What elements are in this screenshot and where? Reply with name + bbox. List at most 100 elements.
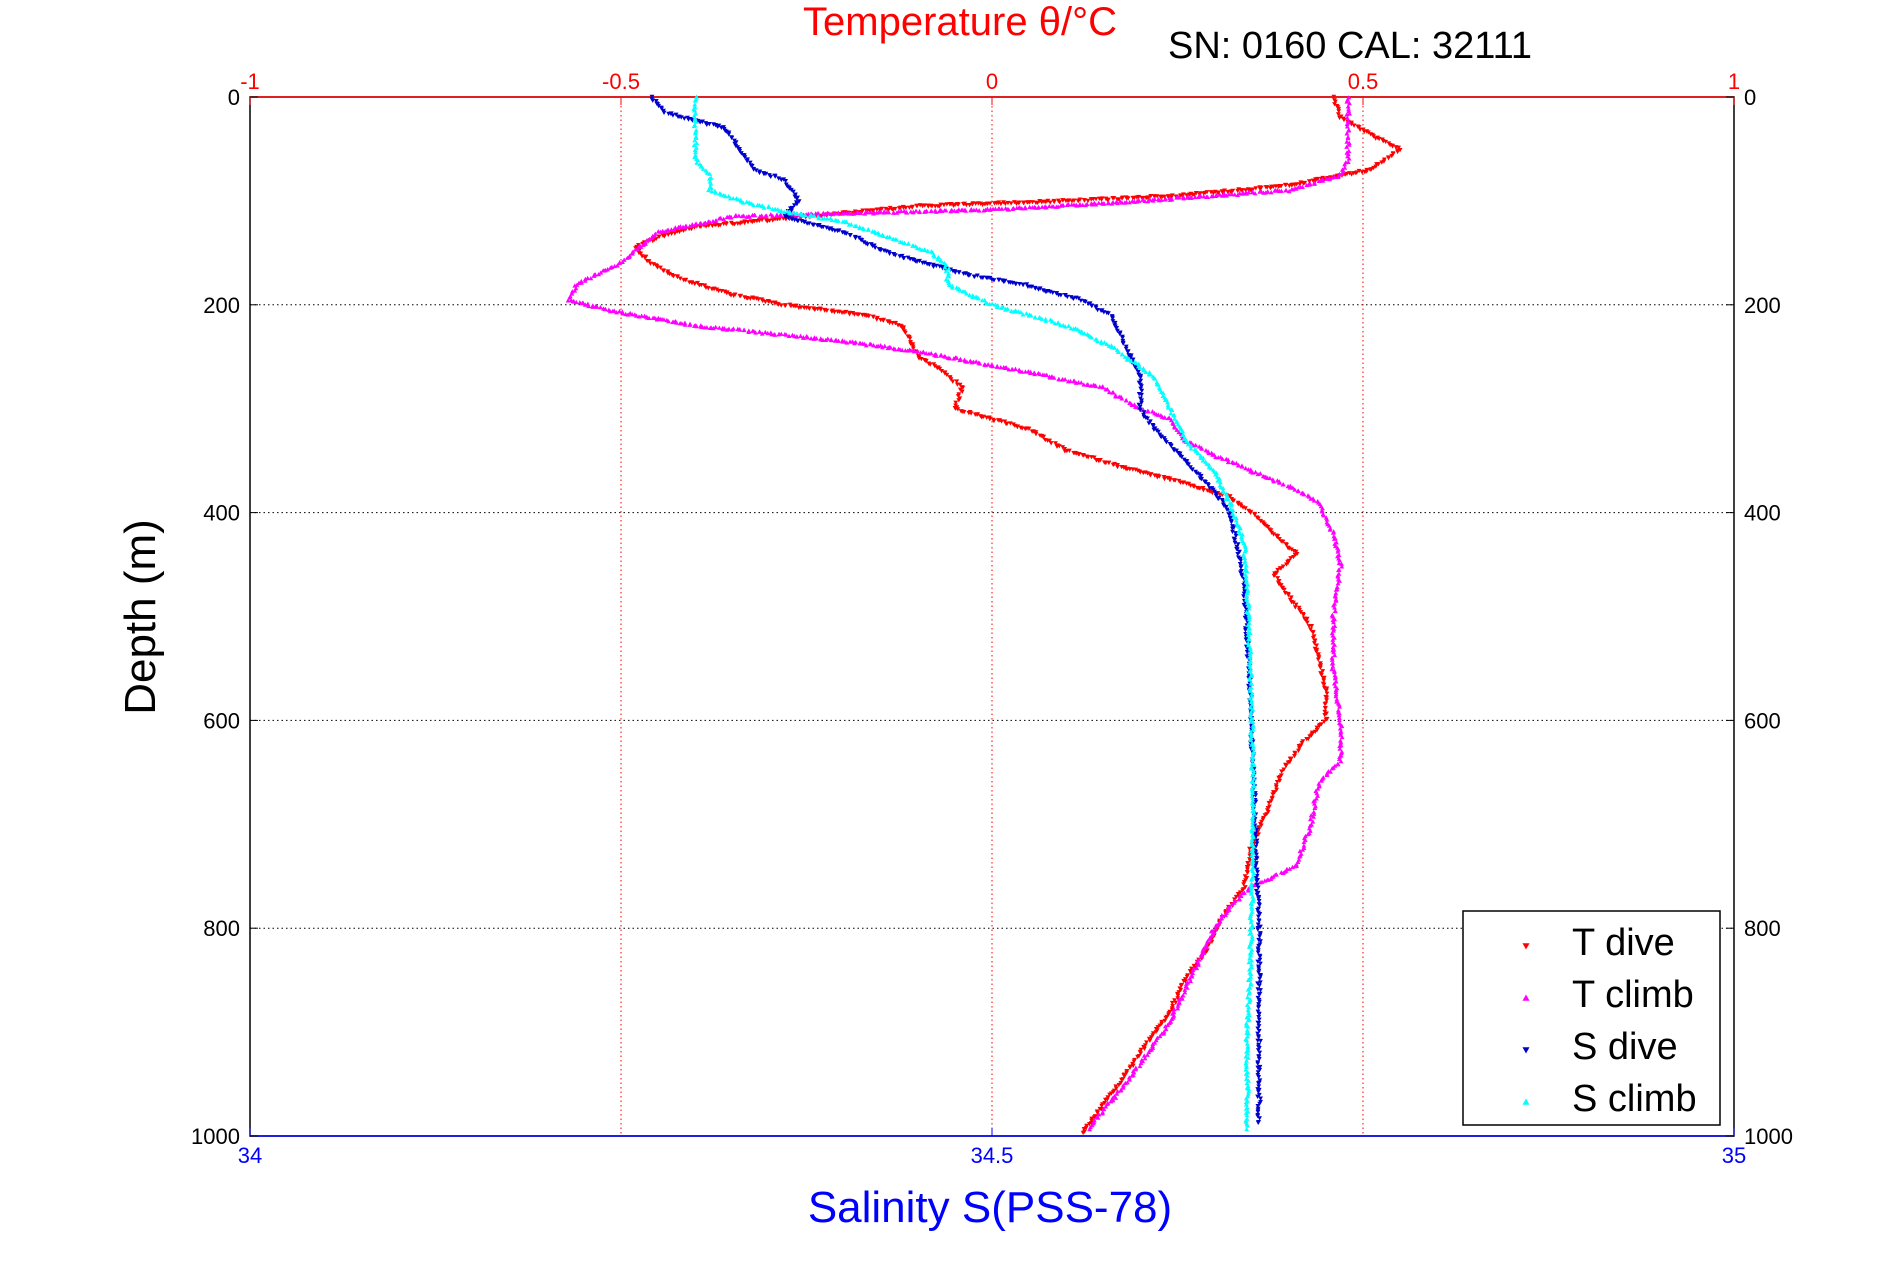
- data-point: [1145, 198, 1151, 204]
- data-point: [1268, 189, 1274, 195]
- data-point: [1258, 823, 1264, 828]
- data-point: [1244, 1038, 1250, 1043]
- data-point: [1374, 162, 1380, 167]
- data-point: [1250, 772, 1255, 778]
- data-point: [1200, 458, 1206, 463]
- data-point: [1322, 713, 1328, 718]
- data-point: [741, 327, 747, 333]
- data-point: [1255, 1026, 1261, 1031]
- data-point: [1248, 913, 1253, 918]
- data-point: [1258, 924, 1263, 929]
- data-point: [1250, 790, 1256, 795]
- data-point: [763, 171, 769, 177]
- data-point: [1068, 325, 1074, 331]
- data-point: [1243, 1021, 1249, 1026]
- data-point: [1282, 182, 1288, 188]
- data-point: [661, 317, 667, 322]
- data-point: [1250, 719, 1256, 724]
- data-point: [1257, 471, 1263, 476]
- data-point: [1243, 545, 1248, 550]
- data-point: [1275, 567, 1281, 573]
- data-point: [672, 231, 678, 236]
- data-point: [1351, 171, 1357, 176]
- data-point: [825, 210, 830, 215]
- data-point: [1133, 1066, 1139, 1072]
- data-point: [1045, 198, 1051, 204]
- data-point: [930, 250, 936, 255]
- data-point: [1150, 1041, 1156, 1046]
- data-point: [1114, 325, 1120, 331]
- data-point: [692, 131, 698, 136]
- data-point: [975, 412, 981, 417]
- data-point: [1248, 733, 1254, 738]
- data-point: [1229, 191, 1235, 197]
- data-point: [1247, 662, 1253, 667]
- data-point: [1251, 768, 1257, 773]
- data-point: [1251, 802, 1257, 808]
- data-point: [1029, 284, 1035, 289]
- data-point: [1209, 933, 1215, 938]
- data-point: [1174, 427, 1180, 432]
- data-point: [1015, 424, 1020, 429]
- data-point: [1219, 193, 1225, 198]
- data-point: [1257, 1050, 1263, 1055]
- data-point: [980, 275, 986, 280]
- data-point: [1120, 1085, 1126, 1090]
- data-point: [1311, 814, 1316, 819]
- data-point: [908, 209, 914, 214]
- data-point: [1245, 977, 1251, 983]
- data-point: [1337, 704, 1343, 709]
- data-point: [1113, 394, 1119, 399]
- data-point: [723, 193, 728, 199]
- data-point: [1249, 923, 1255, 928]
- data-point: [927, 362, 933, 367]
- data-point: [1247, 997, 1253, 1002]
- data-point: [1310, 819, 1316, 824]
- data-point: [1258, 939, 1263, 944]
- data-point: [1223, 505, 1229, 510]
- data-point: [1252, 823, 1258, 828]
- data-point: [1233, 460, 1239, 466]
- data-point: [1256, 948, 1261, 953]
- data-point: [640, 242, 646, 248]
- data-point: [1176, 1001, 1181, 1006]
- data-point: [1178, 193, 1183, 198]
- data-point: [994, 304, 1000, 310]
- data-point: [1119, 352, 1125, 357]
- data-point: [1155, 429, 1161, 435]
- data-point: [692, 98, 698, 103]
- data-point: [1213, 926, 1218, 931]
- data-point: [1245, 867, 1250, 872]
- data-point: [711, 325, 716, 331]
- data-point: [1258, 1038, 1263, 1044]
- data-point: [1250, 896, 1256, 902]
- data-point: [1112, 461, 1118, 467]
- data-point: [976, 296, 981, 301]
- data-point: [1110, 319, 1116, 324]
- data-point: [857, 225, 863, 231]
- data-point: [709, 188, 715, 194]
- data-point: [1271, 532, 1276, 537]
- data-point: [1323, 176, 1329, 181]
- data-point: [1287, 756, 1293, 761]
- data-point: [1244, 1073, 1250, 1078]
- data-point: [1338, 758, 1344, 764]
- data-point: [790, 189, 796, 195]
- data-point: [1186, 462, 1191, 467]
- data-point: [1097, 196, 1102, 201]
- data-point: [952, 270, 958, 275]
- data-point: [1340, 168, 1346, 173]
- data-point: [881, 233, 886, 238]
- data-point: [1247, 651, 1253, 657]
- data-point: [971, 274, 977, 279]
- data-point: [1318, 778, 1324, 783]
- data-point: [1137, 407, 1143, 412]
- data-point: [1172, 425, 1178, 430]
- data-point: [633, 247, 638, 252]
- data-point: [1337, 717, 1342, 723]
- data-point: [1255, 950, 1261, 955]
- data-point: [691, 113, 697, 118]
- x-bottom-tick-label: 34.5: [971, 1143, 1014, 1168]
- data-point: [692, 138, 698, 143]
- data-point: [1242, 549, 1248, 554]
